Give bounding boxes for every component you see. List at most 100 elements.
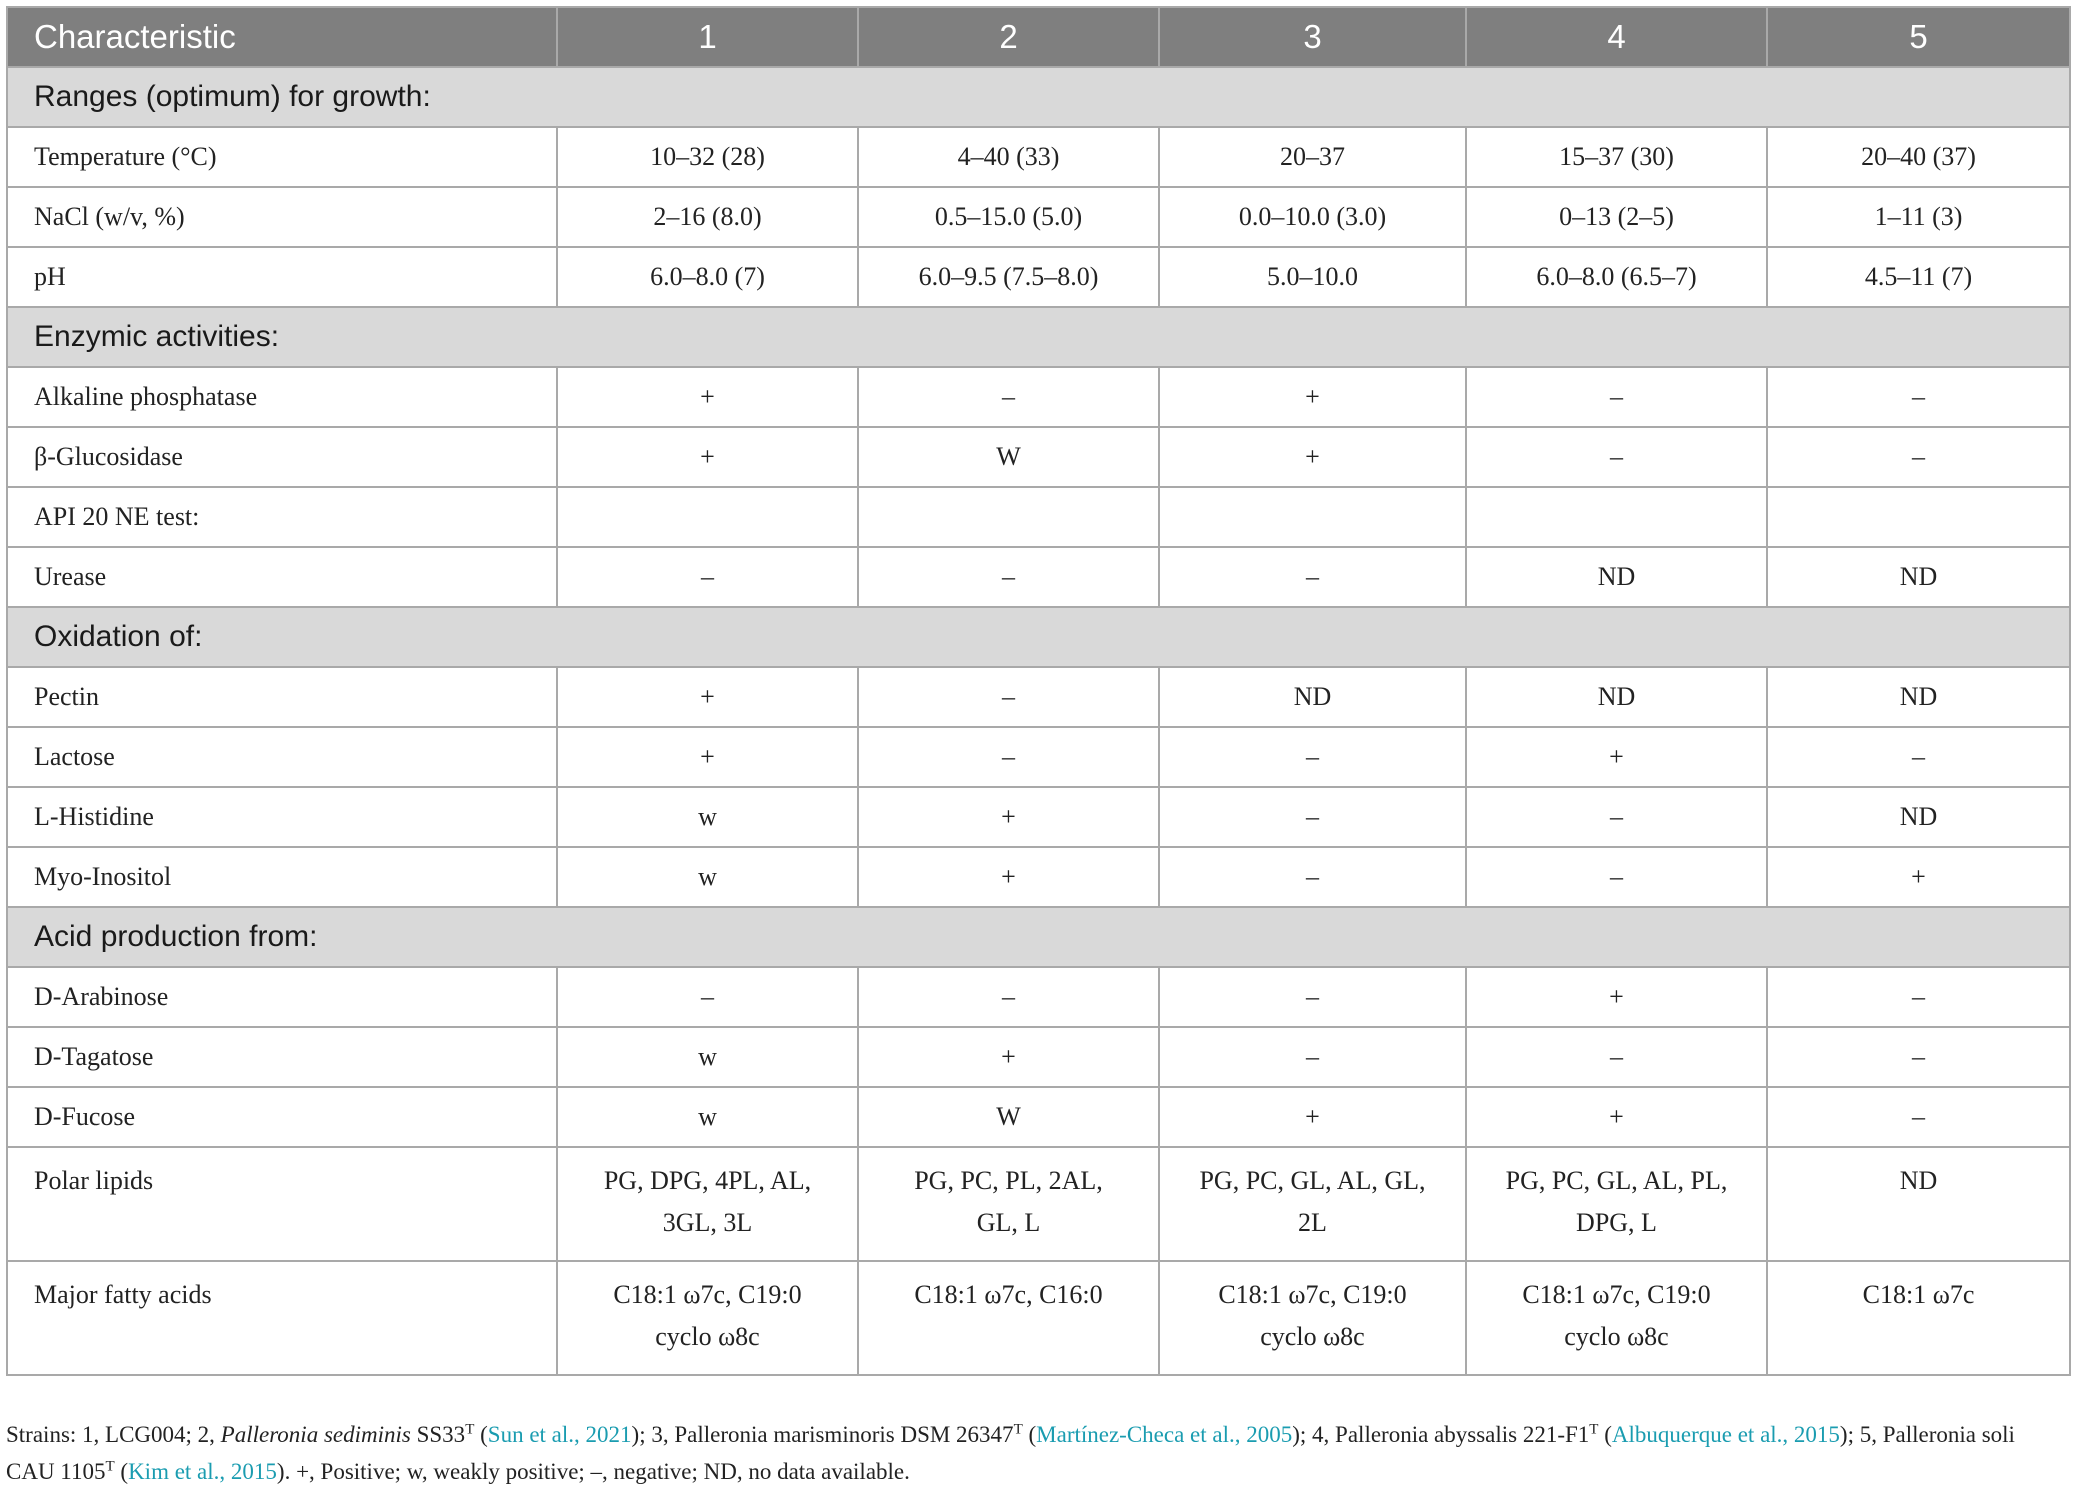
table-cell: – xyxy=(556,546,859,608)
table-cell: 10–32 (28) xyxy=(556,126,859,188)
section-title: Enzymic activities: xyxy=(6,306,2071,368)
cell-line: PG, DPG, 4PL, AL, xyxy=(603,1166,812,1195)
footnote-text: ( xyxy=(474,1422,488,1447)
table-cell: – xyxy=(1158,786,1467,848)
table-cell: 20–37 xyxy=(1158,126,1467,188)
table-row: Pectin + – ND ND ND xyxy=(6,666,2071,728)
cell-line: cyclo ω8c xyxy=(1260,1322,1365,1351)
type-strain-superscript: T xyxy=(1013,1421,1023,1438)
table-cell: + xyxy=(556,366,859,428)
table-cell: + xyxy=(556,726,859,788)
cell-line: GL, L xyxy=(976,1208,1041,1237)
header-cell: 3 xyxy=(1158,6,1467,68)
section-row: Acid production from: xyxy=(6,906,2071,968)
header-cell: Characteristic xyxy=(6,6,558,68)
cell-line: PG, PC, GL, AL, GL, xyxy=(1199,1166,1426,1195)
cell-line: PG, PC, GL, AL, PL, xyxy=(1505,1166,1728,1195)
table-row: L-Histidine w + – – ND xyxy=(6,786,2071,848)
table-cell: + xyxy=(1465,726,1768,788)
table-cell: – xyxy=(1465,1026,1768,1088)
row-label: L-Histidine xyxy=(6,786,558,848)
table-cell: + xyxy=(1158,366,1467,428)
cell-line: ND xyxy=(1899,1166,1938,1195)
table-cell: + xyxy=(556,426,859,488)
table-cell: + xyxy=(1158,1086,1467,1148)
citation-link[interactable]: Sun et al., 2021 xyxy=(487,1422,632,1447)
cell-line: C18:1 ω7c, C19:0 xyxy=(1522,1280,1711,1309)
table-cell xyxy=(556,486,859,548)
table-cell: 5.0–10.0 xyxy=(1158,246,1467,308)
section-row: Ranges (optimum) for growth: xyxy=(6,66,2071,128)
row-label: β-Glucosidase xyxy=(6,426,558,488)
table-cell: – xyxy=(1766,1026,2071,1088)
section-title: Acid production from: xyxy=(6,906,2071,968)
table-cell: 6.0–8.0 (6.5–7) xyxy=(1465,246,1768,308)
table-cell: w xyxy=(556,846,859,908)
table-cell: + xyxy=(1766,846,2071,908)
cell-line: C18:1 ω7c xyxy=(1862,1280,1975,1309)
section-row: Enzymic activities: xyxy=(6,306,2071,368)
table-cell: 2–16 (8.0) xyxy=(556,186,859,248)
cell-line: C18:1 ω7c, C16:0 xyxy=(914,1280,1103,1309)
row-label: Major fatty acids xyxy=(6,1260,558,1376)
cell-line: 2L xyxy=(1298,1208,1327,1237)
table-cell: – xyxy=(1158,1026,1467,1088)
table-row: Temperature (°C) 10–32 (28) 4–40 (33) 20–37… xyxy=(6,126,2071,188)
table-row: Urease – – – ND ND xyxy=(6,546,2071,608)
table-cell: – xyxy=(857,966,1160,1028)
cell-line: 3GL, 3L xyxy=(662,1208,753,1237)
header-row: Characteristic 1 2 3 4 5 xyxy=(6,6,2071,68)
footnote-text: ); 3, Palleronia marisminoris DSM 26347 xyxy=(631,1422,1014,1447)
citation-link[interactable]: Kim et al., 2015 xyxy=(128,1459,277,1484)
table-cell: – xyxy=(1465,366,1768,428)
table-cell: W xyxy=(857,426,1160,488)
table-body: Ranges (optimum) for growth: Temperature … xyxy=(6,66,2071,1376)
table-cell: 20–40 (37) xyxy=(1766,126,2071,188)
footnote-text: ); 4, Palleronia abyssalis 221-F1 xyxy=(1292,1422,1590,1447)
row-label: API 20 NE test: xyxy=(6,486,558,548)
table-row: Lactose + – – + – xyxy=(6,726,2071,788)
table-cell: – xyxy=(1766,726,2071,788)
footnote-text: ). +, Positive; w, weakly positive; –, n… xyxy=(276,1459,910,1484)
table-row: D-Tagatose w + – – – xyxy=(6,1026,2071,1088)
footnote-text: Strains: 1, LCG004; 2, xyxy=(6,1422,221,1447)
table-cell: + xyxy=(857,846,1160,908)
table-cell: – xyxy=(1766,966,2071,1028)
table-cell: w xyxy=(556,1086,859,1148)
table-cell: ND xyxy=(1766,546,2071,608)
table-row: API 20 NE test: xyxy=(6,486,2071,548)
table-row: Alkaline phosphatase + – + – – xyxy=(6,366,2071,428)
table-cell: – xyxy=(1465,846,1768,908)
row-label: D-Fucose xyxy=(6,1086,558,1148)
footnote-text: ); 5, Palleronia soli CAU 1105 xyxy=(6,1422,2015,1484)
table-cell: – xyxy=(1465,426,1768,488)
type-strain-superscript: T xyxy=(465,1421,475,1438)
table-cell: w xyxy=(556,1026,859,1088)
table-cell: – xyxy=(1766,366,2071,428)
table-cell: + xyxy=(1158,426,1467,488)
footnote-text: ( xyxy=(114,1459,129,1484)
table-cell: – xyxy=(1465,786,1768,848)
header-cell: 1 xyxy=(556,6,859,68)
table-cell: ND xyxy=(1465,546,1768,608)
type-strain-superscript: T xyxy=(1589,1421,1599,1438)
table-cell: PG, DPG, 4PL, AL, 3GL, 3L xyxy=(556,1146,859,1262)
cell-line: C18:1 ω7c, C19:0 xyxy=(613,1280,802,1309)
table-footnote: Strains: 1, LCG004; 2, Palleronia sedimi… xyxy=(6,1416,2069,1490)
row-label: Polar lipids xyxy=(6,1146,558,1262)
citation-link[interactable]: Albuquerque et al., 2015 xyxy=(1611,1422,1840,1447)
footnote-text: ( xyxy=(1598,1422,1612,1447)
table-cell: – xyxy=(1158,726,1467,788)
table-cell: 4–40 (33) xyxy=(857,126,1160,188)
citation-link[interactable]: Martínez-Checa et al., 2005 xyxy=(1036,1422,1293,1447)
table-row: Polar lipids PG, DPG, 4PL, AL, 3GL, 3L PG, … xyxy=(6,1146,2071,1262)
footnote-text: ( xyxy=(1022,1422,1037,1447)
header-cell: 2 xyxy=(857,6,1160,68)
table-cell: 15–37 (30) xyxy=(1465,126,1768,188)
table-cell: + xyxy=(556,666,859,728)
table-cell: – xyxy=(1158,966,1467,1028)
table-cell: + xyxy=(1465,966,1768,1028)
table-cell xyxy=(1766,486,2071,548)
table-row: Major fatty acids C18:1 ω7c, C19:0 cyclo ω… xyxy=(6,1260,2071,1376)
row-label: Pectin xyxy=(6,666,558,728)
